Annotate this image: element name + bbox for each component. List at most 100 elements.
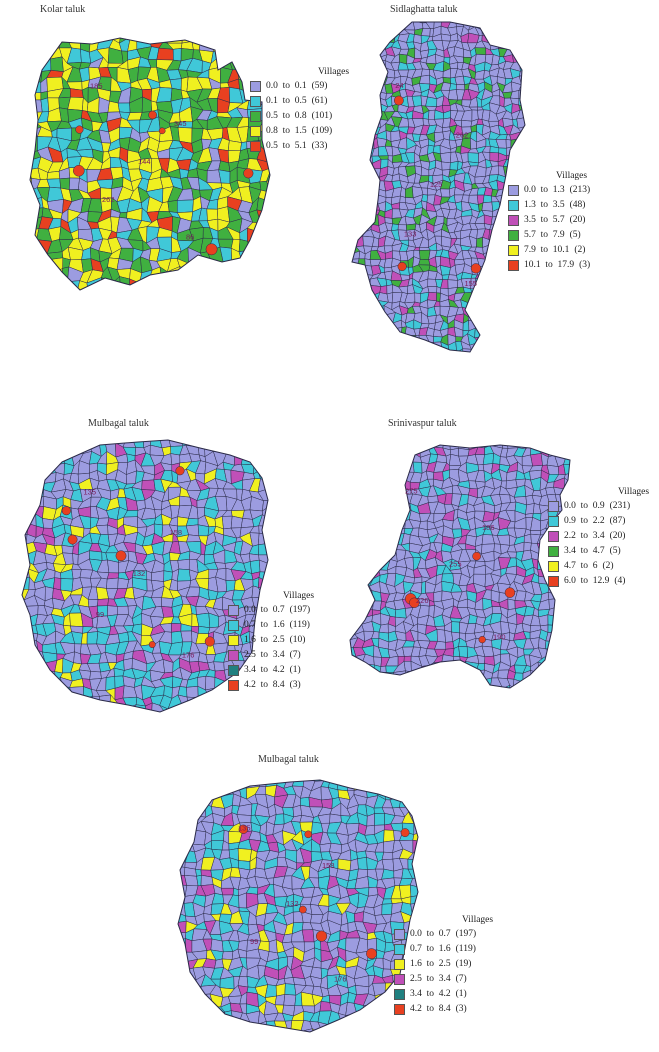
village-polygon: [594, 6, 604, 13]
village-polygon: [364, 60, 375, 73]
village-polygon: [328, 103, 339, 112]
village-polygon: [319, 311, 330, 322]
village-polygon: [603, 27, 608, 36]
village-polygon: [289, 300, 302, 310]
village-polygon: [622, 350, 633, 357]
village-polygon: [504, 355, 512, 366]
village-polygon: [419, 0, 427, 9]
village-polygon: [560, 61, 569, 72]
village-polygon: [330, 307, 340, 316]
village-polygon: [505, 378, 514, 388]
village-polygon: [159, 425, 170, 436]
village-polygon: [57, 418, 64, 428]
village-polygon: [258, 416, 273, 430]
village-polygon: [618, 159, 623, 167]
village-polygon: [117, 631, 130, 643]
village-polygon: [570, 307, 577, 317]
village-polygon: [625, 119, 630, 126]
village-polygon: [651, 224, 659, 231]
village-polygon: [370, 13, 379, 21]
village-polygon: [650, 131, 659, 142]
village-polygon: [39, 38, 50, 52]
village-polygon: [560, 335, 570, 344]
village-polygon: [488, 26, 501, 36]
village-polygon: [589, 356, 597, 365]
village-polygon: [298, 515, 309, 525]
legend-item: 1.3 to 3.5 (48): [508, 200, 585, 211]
village-polygon: [119, 0, 132, 12]
village-polygon: [587, 0, 597, 8]
village-polygon: [398, 22, 409, 23]
village-polygon: [611, 309, 619, 317]
village-polygon: [636, 89, 644, 100]
village-polygon: [287, 402, 298, 412]
village-polygon: [230, 297, 240, 310]
village-polygon: [307, 407, 318, 421]
village-polygon: [379, 356, 386, 366]
village-polygon: [644, 96, 652, 103]
village-polygon: [269, 200, 270, 214]
village-polygon: [295, 572, 304, 583]
village-polygon: [645, 71, 654, 78]
village-polygon: [547, 314, 555, 324]
village-polygon: [277, 7, 293, 21]
village-polygon: [523, 137, 525, 149]
village-polygon: [323, 516, 332, 528]
village-polygon: [10, 58, 20, 72]
village-polygon: [574, 68, 583, 79]
village-polygon: [545, 369, 557, 380]
village-polygon: [653, 369, 659, 379]
village-polygon: [277, 418, 290, 428]
village-polygon: [8, 555, 19, 563]
village-polygon: [321, 568, 333, 581]
village-polygon: [97, 2, 108, 13]
village-polygon: [646, 54, 654, 63]
village-polygon: [355, 273, 368, 283]
village-polygon: [8, 428, 21, 436]
village-polygon: [547, 385, 554, 393]
village-polygon: [278, 398, 289, 412]
village-polygon: [70, 442, 84, 455]
village-polygon: [637, 112, 645, 120]
village-polygon: [517, 355, 524, 366]
village-polygon: [22, 640, 27, 653]
village-polygon: [650, 96, 659, 105]
village-polygon: [291, 212, 302, 224]
village-polygon: [636, 71, 647, 79]
village-polygon: [594, 55, 603, 64]
village-polygon: [32, 461, 48, 475]
village-polygon: [352, 110, 360, 118]
village-polygon: [489, 385, 499, 393]
village-polygon: [603, 7, 610, 15]
village-polygon: [306, 401, 317, 409]
legend-swatch: [250, 111, 261, 122]
village-polygon: [516, 333, 525, 345]
village-polygon: [539, 35, 548, 44]
village-polygon: [357, 364, 366, 373]
village-polygon: [310, 18, 320, 33]
village-polygon: [510, 0, 521, 7]
village-polygon: [371, 68, 381, 77]
village-polygon: [42, 299, 50, 313]
village-polygon: [590, 300, 598, 310]
village-polygon: [352, 124, 359, 134]
village-polygon: [277, 27, 287, 38]
village-polygon: [31, 259, 42, 274]
village-polygon: [499, 378, 506, 385]
village-polygon: [477, 0, 481, 8]
village-polygon: [89, 440, 100, 444]
village-polygon: [168, 398, 181, 410]
village-polygon: [533, 75, 542, 84]
village-polygon: [330, 146, 339, 155]
village-polygon: [400, 357, 408, 366]
village-polygon: [581, 141, 592, 146]
village-polygon: [553, 68, 563, 79]
village-polygon: [344, 376, 350, 386]
village-polygon: [331, 518, 340, 528]
village-polygon: [356, 383, 367, 391]
village-polygon: [541, 55, 545, 63]
village-polygon: [242, 426, 251, 435]
village-polygon: [398, 348, 410, 352]
village-polygon: [289, 260, 299, 272]
village-polygon: [587, 40, 598, 49]
